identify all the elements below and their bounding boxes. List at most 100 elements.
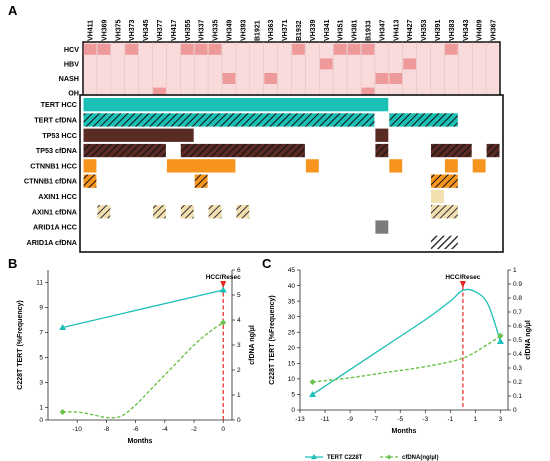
x-tick-label: -9 [347,416,353,423]
column-label-vh367: VH367 [491,19,498,41]
column-label-vh341: VH341 [324,19,331,41]
series-line-left [62,289,224,329]
mutation-cell [375,220,389,234]
y2-tick-label: 0.2 [513,379,522,386]
column-label-vh427: VH427 [407,19,414,41]
column-label-vh373: VH373 [129,19,136,41]
data-point-triangle [309,390,317,397]
row-label-tert-cfdna: TERT cfDNA [34,115,77,124]
row-label-axin1-cfdna: AXIN1 cfDNA [32,207,77,216]
row-label-tp53-cfdna: TP53 cfDNA [36,146,77,155]
y2-tick-label: 0.1 [513,393,522,400]
mutation-cell [83,159,97,173]
column-label-vh369: VH369 [101,19,108,41]
column-label-vh381: VH381 [352,19,359,41]
y2-tick-label: 0 [237,417,241,424]
mutation-cell [180,143,305,158]
column-label-vh335: VH335 [213,19,220,41]
panel-label-c: C [262,256,272,271]
y2-axis-label: cfDNA ng/µl [525,320,532,360]
risk-cell [375,73,389,84]
x-axis-label: Months [392,428,417,435]
mutation-cell [83,98,389,112]
x-tick-label: -11 [321,416,330,423]
y-tick-label: 3 [39,380,43,387]
mutation-cell [472,159,486,173]
mutation-cell [97,205,111,219]
risk-cell [222,73,236,84]
y-tick-label: 30 [288,314,296,321]
risk-cell [83,43,97,55]
legend-marker-cfdna [386,454,392,460]
risk-cell [361,87,375,99]
y-axis-label: C228T TERT (%Frequency) [269,295,276,384]
y-axis-label: C228T TERT (%Frequency) [17,300,24,389]
column-label-vh351: VH351 [338,19,345,41]
column-label-b1933: B1933 [365,20,372,41]
x-tick-label: -10 [73,426,83,433]
annotation-label: HCC/Resec [445,274,480,281]
legend-label-tert: TERT C228T [327,455,363,461]
data-point-diamond [59,409,66,415]
data-point-triangle [219,286,227,293]
row-label-axin1-hcc: AXIN1 HCC [38,192,77,201]
y-tick-label: 1 [39,405,43,412]
legend-marker-tert [311,454,317,459]
y-tick-label: 45 [288,267,296,274]
column-label-vh349: VH349 [226,19,233,41]
y2-tick-label: 2 [237,367,241,374]
mutation-cell [83,143,166,158]
y2-tick-label: 3 [237,342,241,349]
column-label-vh411: VH411 [87,20,94,41]
column-label-vh355: VH355 [185,19,192,41]
mutation-cell [208,205,222,219]
data-point-diamond [497,332,504,339]
x-tick-label: 0 [221,426,225,433]
y2-tick-label: 0.3 [513,365,522,372]
y2-tick-label: 0.4 [513,351,522,358]
risk-cell [319,58,333,70]
x-tick-label: -5 [397,416,403,423]
risk-cell [403,58,416,70]
row-label-ctnnb1-cfdna: CTNNB1 cfDNA [24,177,77,186]
column-label-b1932: B1932 [296,20,303,41]
data-point-triangle [496,338,504,345]
y2-tick-label: 0 [513,407,517,414]
y2-tick-label: 0.8 [513,295,522,302]
risk-cell [180,43,194,55]
y-tick-label: 25 [288,329,296,336]
y2-axis-label: cfDNA ng/µl [249,325,256,365]
y2-tick-label: 0.5 [513,337,522,344]
panel-label-b: B [8,256,17,271]
mutation-cell [153,205,166,219]
x-tick-label: -1 [447,416,453,423]
x-tick-label: -13 [295,416,305,423]
row-label-arid1a-hcc: ARID1A HCC [33,223,77,232]
column-label-vh383: VH383 [449,19,456,41]
series-line-left [312,288,502,395]
mutation-cell [431,235,458,249]
column-label-vh391: VH391 [435,19,442,41]
mutation-cell [389,113,458,127]
risk-cell [264,73,277,84]
mutation-cell [236,205,250,219]
annotation-label: HCC/Resec [206,274,241,281]
y-tick-label: 35 [288,298,296,305]
data-point-diamond [220,319,227,326]
x-tick-label: 3 [499,416,503,423]
mutation-cell [305,159,319,173]
mutation-heatmap: VH411 VH369 VH375 VH373 VH345 VH377 VH417 VH355… [24,19,504,253]
row-label-ctnnb1-hcc: CTNNB1 HCC [30,161,77,170]
mutation-cell [431,143,472,158]
column-label-vh393: VH393 [240,19,247,41]
y-tick-label: 0 [39,417,43,424]
row-label-tp53-hcc: TP53 HCC [42,131,77,140]
risk-cell [347,43,361,55]
panel-label-a: A [8,3,18,18]
column-label-vh363: VH363 [268,19,275,41]
row-label-tert-hcc: TERT HCC [41,100,77,109]
y2-tick-label: 5 [237,292,241,299]
mutation-cell [389,159,403,173]
y-tick-label: 11 [36,280,43,287]
